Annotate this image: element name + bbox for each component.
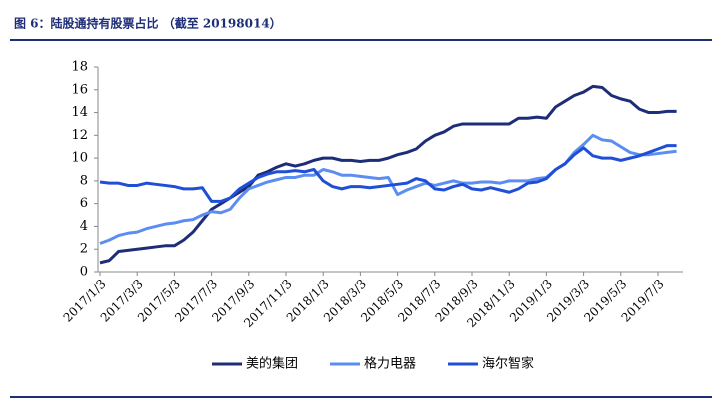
y-tick-label: 2 <box>80 242 88 257</box>
legend-label: 海尔智家 <box>482 356 534 372</box>
legend-label: 格力电器 <box>364 356 416 372</box>
series-line <box>99 144 677 203</box>
y-tick-label: 4 <box>80 219 88 234</box>
y-tick-label: 16 <box>71 82 88 97</box>
y-tick-label: 14 <box>71 105 88 120</box>
chart-title: 图 6：陆股通持有股票占比 （截至 20198014） <box>14 16 282 31</box>
legend-label: 美的集团 <box>246 356 298 372</box>
series-line <box>99 133 677 245</box>
y-tick-label: 6 <box>80 196 88 211</box>
y-tick-label: 18 <box>71 60 88 75</box>
y-tick-label: 12 <box>71 128 88 143</box>
y-tick-label: 10 <box>71 151 88 166</box>
series-line <box>99 84 677 265</box>
y-tick-label: 8 <box>80 173 88 188</box>
y-tick-label: 0 <box>80 265 88 280</box>
